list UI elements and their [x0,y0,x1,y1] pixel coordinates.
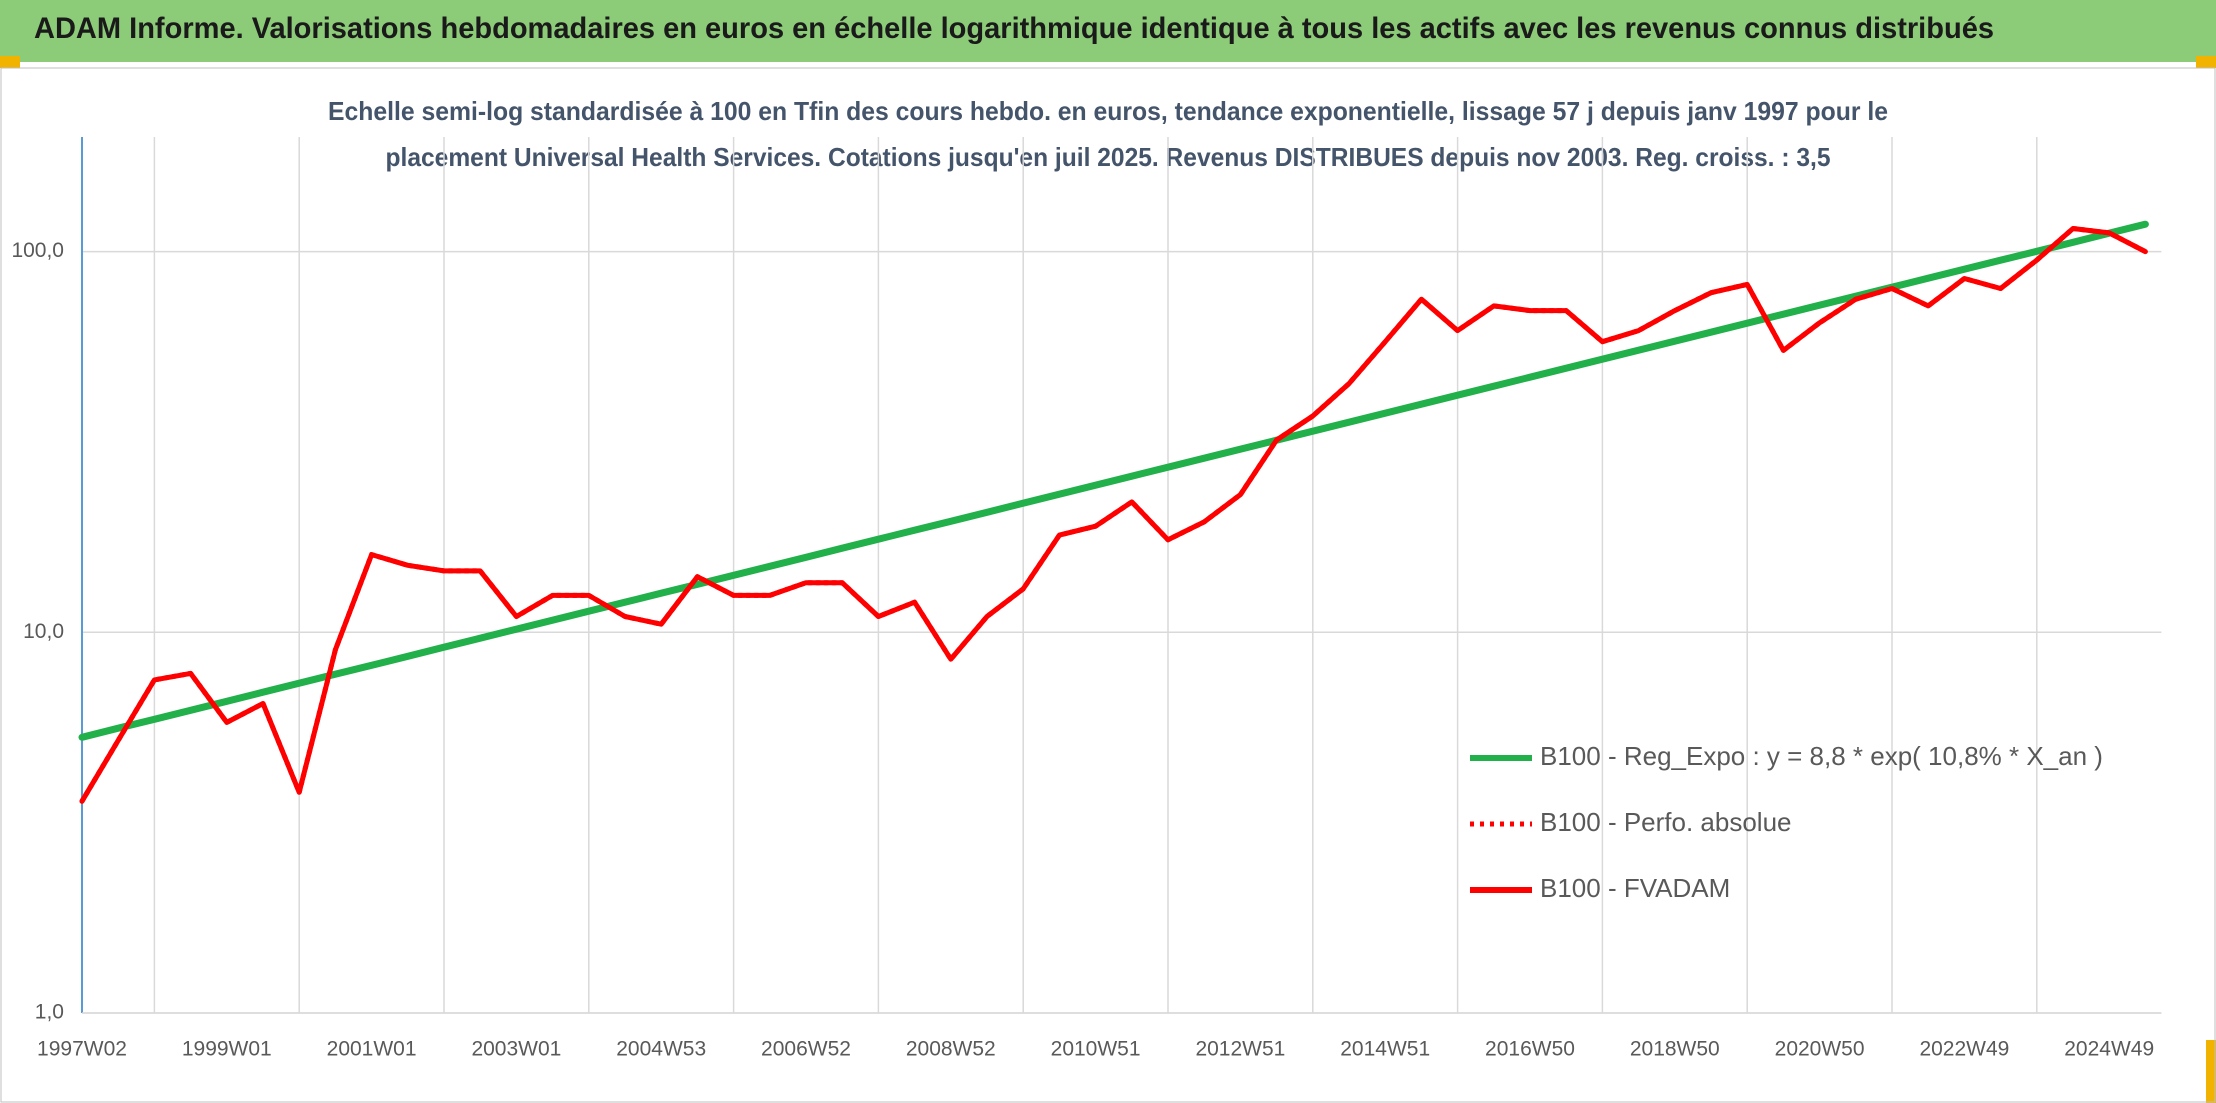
x-tick-label: 1997W02 [37,1038,127,1061]
x-tick-label: 2004W53 [616,1038,706,1061]
x-tick-label: 2008W52 [906,1038,996,1061]
legend-label: B100 - Perfo. absolue [1540,807,1792,837]
chart-title: ADAM Informe. Valorisations hebdomadaire… [34,12,1994,45]
corner [2206,1040,2216,1103]
x-tick-label: 2001W01 [327,1038,417,1061]
chart-subtitle: placement Universal Health Services. Cot… [386,142,1831,172]
header-bar [0,0,2216,62]
series-line [78,220,2149,741]
x-tick-label: 2012W51 [1195,1038,1285,1061]
series-line [79,226,2148,804]
x-tick-label: 2022W49 [1919,1038,2009,1061]
y-tick-label: 100,0 [11,239,64,262]
x-tick-label: 2020W50 [1775,1038,1865,1061]
x-tick-label: 2024W49 [2064,1038,2154,1061]
corner [2196,56,2216,68]
x-tick-label: 2006W52 [761,1038,851,1061]
x-tick-label: 1999W01 [182,1038,272,1061]
corner [0,56,20,68]
x-tick-label: 2010W51 [1051,1038,1141,1061]
x-tick-label: 2016W50 [1485,1038,1575,1061]
legend-label: B100 - Reg_Expo : y = 8,8 * exp( 10,8% *… [1540,741,2103,771]
x-tick-label: 2003W01 [471,1038,561,1061]
chart-subtitle: Echelle semi-log standardisée à 100 en T… [328,96,1888,126]
legend-label: B100 - FVADAM [1540,873,1730,903]
x-tick-label: 2018W50 [1630,1038,1720,1061]
chart-border [0,67,2216,1103]
y-tick-label: 1,0 [35,1001,64,1024]
y-tick-label: 10,0 [23,620,64,643]
x-tick-label: 2014W51 [1340,1038,1430,1061]
